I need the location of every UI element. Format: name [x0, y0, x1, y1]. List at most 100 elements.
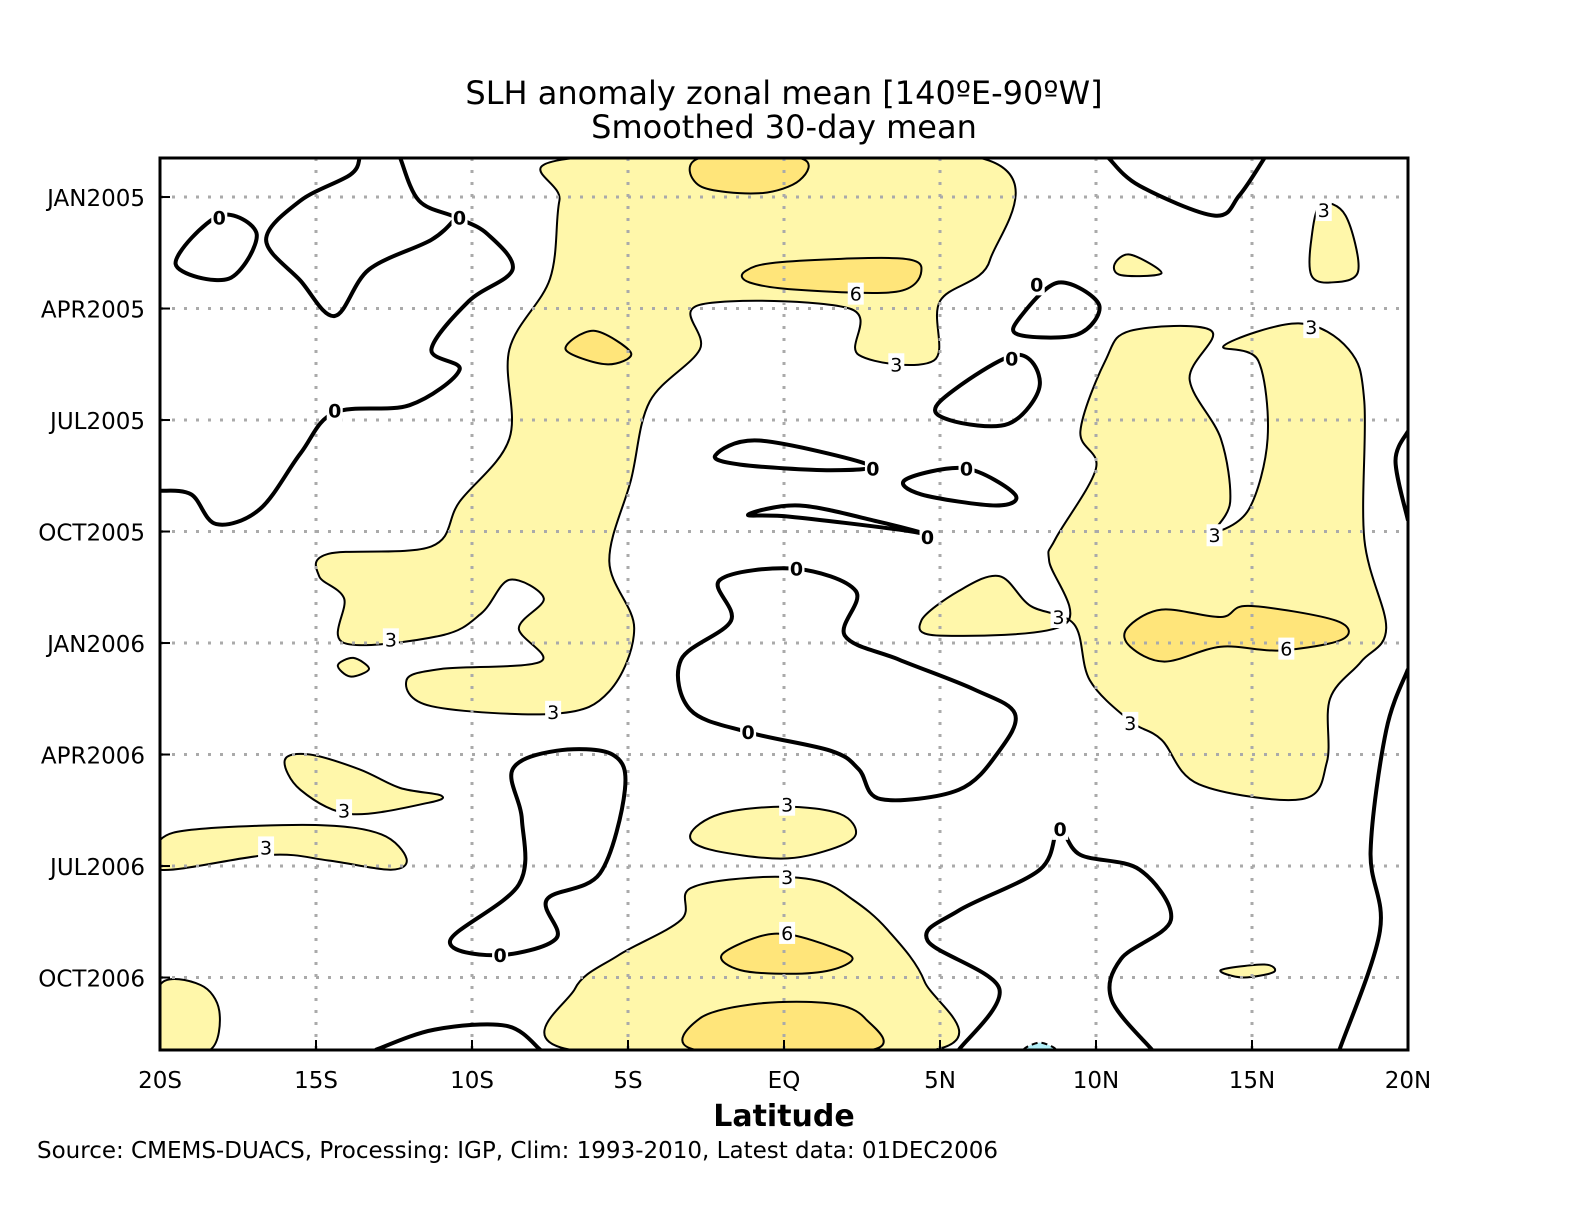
- contour-label-bg: [451, 206, 468, 229]
- contour-label: 0: [1054, 819, 1067, 841]
- contour-label-bg: [847, 282, 864, 305]
- contour-label: 0: [960, 458, 973, 480]
- contour-label-bg: [258, 836, 275, 859]
- contour-label: 3: [890, 354, 902, 376]
- contour-label: 3: [781, 795, 793, 817]
- contour-label: 0: [328, 401, 341, 423]
- contour-label-bg: [1052, 817, 1069, 840]
- x-axis: 20S 15S 10S 5S EQ 5N 10N 15N 20N: [138, 1040, 1431, 1094]
- x-tick-label: 10S: [450, 1068, 494, 1094]
- contour-label: 0: [453, 207, 466, 229]
- zero-contour-line: [1393, 430, 1408, 521]
- contour-label: 0: [213, 207, 226, 229]
- contour-label: 0: [1030, 274, 1043, 296]
- x-tick-label: 20S: [138, 1068, 182, 1094]
- contour-label-bg: [545, 700, 562, 723]
- contour-label-bg: [779, 793, 796, 816]
- contour-label: 3: [1124, 713, 1136, 735]
- contour-label-bg: [779, 866, 796, 889]
- contour-label-bg: [1303, 316, 1320, 339]
- contour-region-3: [918, 322, 1388, 801]
- contour-labels: 3 6 3 3 3 3 6 3 3 3 3 3 3 3 6 0 0 0 0 0 0 0 0 0 0 0 0: [211, 199, 1332, 967]
- contour-label-bg: [336, 799, 353, 822]
- contour-region-6: [720, 932, 854, 975]
- zero-contour-line: [1107, 158, 1267, 218]
- contour-region-3: [1219, 963, 1277, 979]
- zero-contour-line: [1011, 280, 1102, 340]
- contour-label-bg: [788, 557, 805, 580]
- zero-contour-line: [264, 158, 458, 318]
- x-tick-label: EQ: [768, 1068, 801, 1094]
- contour-label-bg: [864, 457, 881, 480]
- contour-label-bg: [1122, 711, 1139, 734]
- contour-label-bg: [740, 721, 757, 744]
- contour-label-bg: [888, 353, 905, 376]
- grid-lines: [160, 158, 1408, 1050]
- zero-contour-line: [712, 438, 873, 473]
- x-axis-label: Latitude: [713, 1099, 855, 1134]
- zero-contour-line: [924, 826, 1174, 1050]
- contour-region-3: [336, 656, 370, 678]
- x-tick-label: 20N: [1385, 1068, 1431, 1094]
- zero-contour-line: [173, 212, 259, 283]
- y-tick-label: APR2006: [41, 744, 145, 770]
- zero-contour-line: [1337, 668, 1408, 1050]
- chart-subtitle: Smoothed 30-day mean: [591, 108, 977, 146]
- y-axis: JAN2005 APR2005 JUL2005 OCT2005 JAN2006 APR20…: [38, 186, 170, 993]
- contour-label-bg: [1050, 606, 1067, 629]
- contour-label: 0: [866, 458, 879, 480]
- x-tick-label: 15N: [1229, 1068, 1275, 1094]
- contour-label: 6: [850, 284, 862, 306]
- contour-label-bg: [492, 944, 509, 967]
- contour-region-3: [1112, 253, 1163, 278]
- contour-region-3: [283, 752, 444, 816]
- y-tick-label: OCT2006: [38, 967, 145, 993]
- contour-label: 3: [781, 867, 793, 889]
- contour-region-3: [160, 823, 408, 871]
- contour-label: 0: [493, 945, 506, 967]
- y-tick-label: APR2005: [41, 298, 145, 324]
- contour-region-6: [740, 256, 923, 295]
- zero-contour-line: [676, 566, 1018, 803]
- filled-contours: [160, 158, 1388, 1050]
- contour-region-3: [689, 805, 858, 860]
- contour-label-bg: [326, 399, 343, 422]
- contour-label: 3: [1053, 607, 1065, 629]
- contour-label-bg: [1315, 199, 1332, 222]
- contour-label: 3: [547, 702, 559, 724]
- contour-label: 3: [1318, 200, 1330, 222]
- x-tick-label: 10N: [1073, 1068, 1119, 1094]
- contour-label-bg: [779, 921, 796, 944]
- contour-label: 6: [1280, 639, 1292, 661]
- contour-region-3: [160, 978, 221, 1050]
- contour-region-6: [564, 329, 633, 366]
- y-tick-label: OCT2005: [38, 521, 145, 547]
- contour-region-6: [688, 158, 810, 195]
- contour-region-3: [314, 158, 1017, 716]
- contour-label: 0: [1005, 349, 1018, 371]
- contour-region--3: [1022, 1041, 1057, 1050]
- zero-contour-line: [448, 747, 628, 958]
- contour-region-6: [681, 1000, 885, 1050]
- zero-contour-line: [933, 352, 1042, 429]
- y-tick-label: JAN2006: [45, 632, 145, 658]
- y-tick-label: JAN2005: [45, 186, 145, 212]
- zero-contour-line: [746, 503, 934, 538]
- contour-label-bg: [1278, 637, 1295, 660]
- contour-label: 3: [385, 629, 397, 651]
- contour-label: 0: [790, 559, 803, 581]
- contour-label-bg: [919, 526, 936, 549]
- contour-label: 3: [338, 800, 350, 822]
- contour-label: 3: [260, 837, 272, 859]
- contour-label: 3: [1305, 317, 1317, 339]
- x-tick-label: 5N: [924, 1068, 956, 1094]
- contour-label-bg: [958, 457, 975, 480]
- contour-label: 0: [921, 527, 934, 549]
- contour-label-bg: [382, 628, 399, 651]
- x-tick-label: 5S: [613, 1068, 642, 1094]
- contour-label-bg: [1003, 347, 1020, 370]
- y-tick-label: JUL2005: [48, 409, 145, 435]
- contour-label: 0: [742, 722, 755, 744]
- zero-contour-line: [374, 1022, 542, 1050]
